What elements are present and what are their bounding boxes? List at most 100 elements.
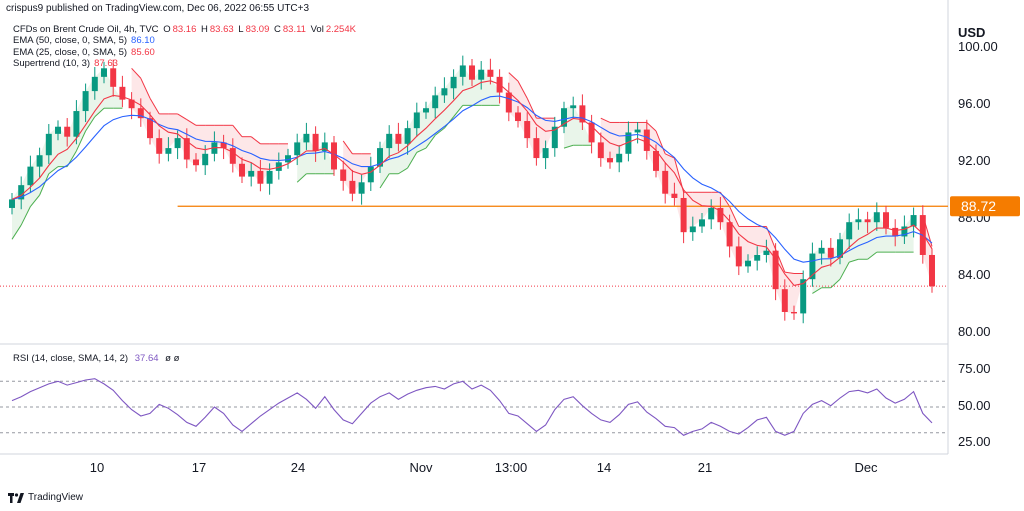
open-value: 83.16: [172, 24, 197, 35]
candle: [689, 216, 696, 241]
candle: [781, 279, 788, 321]
candle-body: [837, 239, 843, 258]
ema25-value: 85.60: [131, 46, 155, 58]
rsi-axis[interactable]: 75.00 50.00 25.00: [958, 361, 991, 449]
candle-body: [607, 158, 613, 163]
supertrend-segment: [296, 173, 307, 183]
candle: [404, 120, 411, 155]
candle: [892, 219, 899, 247]
price-tick-label: 80.00: [958, 324, 991, 339]
candle-body: [689, 226, 696, 233]
rsi-extra: ø ø: [165, 353, 180, 364]
time-tick-label: 17: [192, 460, 206, 475]
candle: [607, 151, 613, 169]
candle: [119, 75, 126, 108]
time-tick-label: Dec: [854, 460, 878, 475]
candle-body: [469, 65, 475, 80]
candle-body: [82, 91, 89, 112]
candle-body: [349, 180, 356, 194]
brand-name: TradingView: [28, 492, 84, 503]
candle-body: [763, 250, 770, 255]
candle-body: [597, 142, 604, 159]
candle: [367, 156, 374, 191]
candle: [386, 125, 393, 158]
time-tick-label: 14: [597, 460, 611, 475]
candle: [321, 132, 328, 160]
candle: [266, 163, 273, 195]
supertrend-segment: [131, 67, 142, 79]
candle-body: [377, 148, 383, 167]
supertrend-fill-segment: [573, 105, 583, 146]
time-tick-label: Nov: [409, 460, 433, 475]
candle: [294, 133, 301, 166]
supertrend-segment: [453, 105, 464, 118]
supertrend-segment: [140, 78, 151, 99]
rsi-value: 37.64: [134, 353, 159, 364]
candle-body: [542, 148, 549, 159]
supertrend-fill-segment: [545, 118, 555, 149]
candle-body: [873, 212, 880, 223]
time-axis[interactable]: 10 17 24 Nov 13:00 14 21 Dec: [90, 460, 878, 475]
supertrend-segment: [94, 107, 105, 118]
candle-body: [588, 122, 595, 143]
candle: [147, 111, 153, 145]
supertrend-legend-row[interactable]: Supertrend (10, 3) 87.63: [13, 58, 358, 69]
supertrend-segment: [600, 117, 611, 123]
candle-body: [892, 227, 899, 237]
supertrend-segment: [20, 206, 31, 226]
candle-body: [901, 226, 908, 237]
candle: [625, 121, 632, 162]
candle: [864, 211, 871, 234]
candle-body: [110, 68, 117, 87]
candle-body: [717, 207, 724, 223]
candle-body: [55, 126, 61, 134]
price-tick-label: 84.00: [958, 267, 991, 282]
rsi-tick-label: 75.00: [958, 361, 991, 376]
candle-body: [156, 138, 163, 154]
rsi-tick-label: 50.00: [958, 398, 991, 413]
low-value: 83.09: [245, 24, 270, 35]
candle: [561, 101, 567, 134]
candle: [18, 176, 25, 210]
price-badge: 88.72: [950, 196, 1020, 217]
ema25-label: EMA (25, close, 0, SMA, 5): [13, 46, 128, 58]
rsi-legend[interactable]: RSI (14, close, SMA, 14, 2) 37.64 ø ø: [13, 353, 179, 364]
ema50-label: EMA (50, close, 0, SMA, 5): [13, 35, 128, 47]
supertrend-fill-segment: [278, 143, 288, 163]
supertrend-fill-segment: [361, 153, 371, 183]
ema50-legend-row[interactable]: EMA (50, close, 0, SMA, 5) 86.10: [13, 35, 358, 46]
candle: [735, 236, 742, 276]
supertrend-segment: [39, 173, 50, 196]
candle: [174, 130, 181, 160]
symbol-ohlc-row[interactable]: CFDs on Brent Crude Oil, 4h, TVC O 83.16 …: [13, 24, 358, 35]
supertrend-segment: [508, 72, 519, 82]
price-axis[interactable]: 100.00 96.00 92.00 88.00 84.00 80.00: [958, 39, 998, 339]
candle: [55, 120, 61, 141]
supertrend-segment: [517, 80, 528, 99]
ema25-legend-row[interactable]: EMA (25, close, 0, SMA, 5) 85.60: [13, 47, 358, 58]
candle: [239, 157, 245, 184]
candle-body: [524, 121, 531, 139]
candle-body: [699, 219, 705, 227]
supertrend-segment: [379, 173, 390, 189]
candle: [478, 61, 485, 90]
supertrend-segment: [11, 224, 22, 240]
candle: [220, 134, 227, 160]
time-tick-label: 24: [291, 460, 305, 475]
candle-body: [294, 142, 301, 156]
candle: [257, 159, 264, 192]
ema50-value: 86.10: [131, 35, 155, 47]
candle-body: [441, 88, 448, 96]
supertrend-fill-segment: [619, 122, 629, 154]
publisher-line: crispus9 published on TradingView.com, D…: [6, 3, 310, 14]
tradingview-brand[interactable]: TradingView: [8, 492, 83, 503]
supertrend-fill-segment: [757, 226, 767, 255]
candle: [616, 145, 623, 173]
time-tick-label: 21: [698, 460, 712, 475]
candle-body: [266, 170, 273, 184]
candle: [459, 55, 466, 86]
candle: [542, 140, 549, 170]
candle-body: [726, 222, 733, 247]
candle-body: [386, 133, 393, 149]
